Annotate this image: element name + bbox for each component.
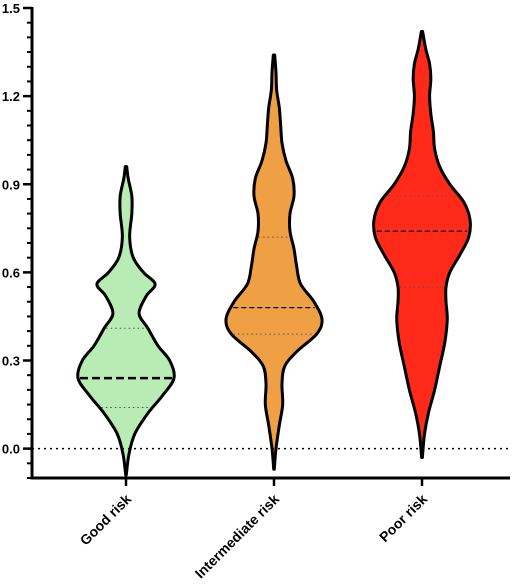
- violin-intermediate-risk: [224, 53, 324, 471]
- violin-body: [76, 165, 176, 477]
- y-tick-label: 1.2: [2, 89, 20, 104]
- violin-body: [372, 30, 472, 459]
- y-tick-label: 0.0: [2, 442, 20, 457]
- violin-layer: [76, 30, 472, 477]
- violin-poor-risk: [372, 30, 472, 459]
- y-tick-label: 1.5: [2, 1, 20, 16]
- y-tick-label: 0.6: [2, 265, 20, 280]
- violin-body: [224, 53, 324, 471]
- x-tick-label: Intermediate risk: [192, 491, 283, 582]
- violin-good-risk: [76, 165, 176, 477]
- x-tick-label: Good risk: [77, 491, 135, 549]
- x-tick-label: Poor risk: [376, 491, 430, 545]
- y-tick-label: 0.9: [2, 177, 20, 192]
- y-tick-label: 0.3: [2, 354, 20, 369]
